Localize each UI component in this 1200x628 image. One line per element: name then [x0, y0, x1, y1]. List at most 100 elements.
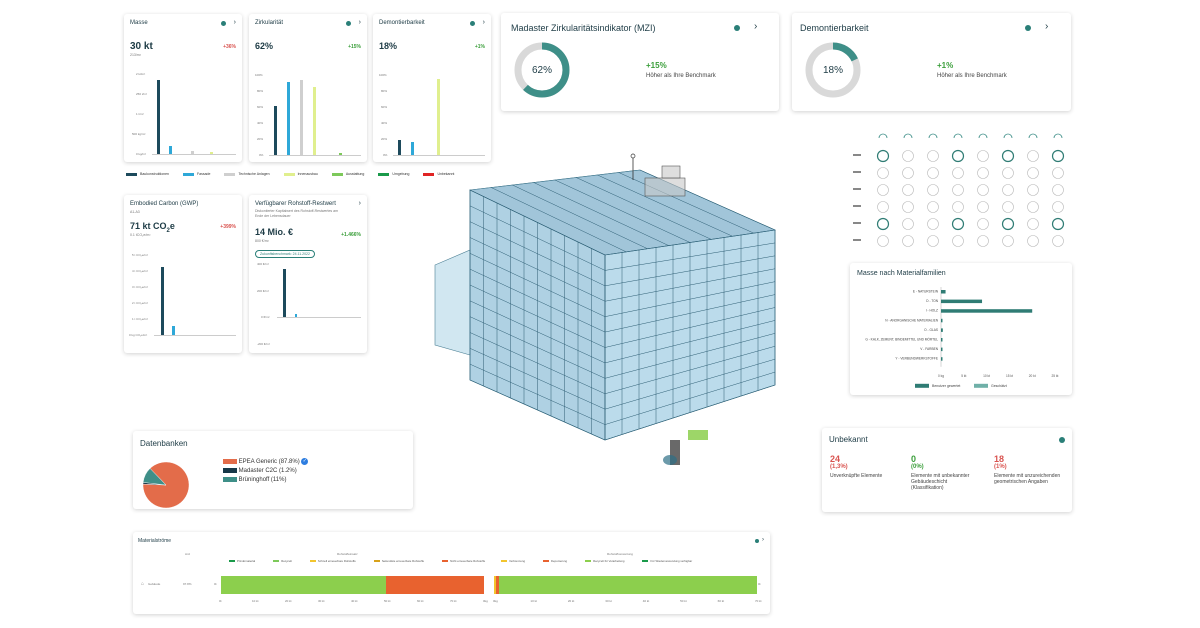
- unb-pct: (0%): [911, 464, 924, 470]
- legend-item: Brüninghoff (11%): [223, 476, 308, 485]
- y-tick: 5 t CO₂e/m²: [132, 253, 148, 257]
- materialfamilien-card[interactable]: Masse nach Materialfamilien E - NATURSTE…: [850, 263, 1072, 395]
- ms-left-mark: 0t: [214, 582, 217, 586]
- matrix-cell: [927, 184, 939, 196]
- axis-baseline: [154, 335, 236, 336]
- x-tick: 20 kt: [1029, 374, 1036, 378]
- matrix-cell: [952, 235, 964, 247]
- matrix-cell: [877, 235, 889, 247]
- dem-card[interactable]: Demontierbarkeit › 18% +1% Höher als Ihr…: [792, 13, 1071, 111]
- model-roof-line: [554, 179, 691, 243]
- matrix-cell: [1001, 217, 1015, 231]
- masse-title: Masse: [130, 20, 148, 26]
- matrix-cell: [877, 167, 889, 179]
- legend-item: Innenausbau: [283, 172, 318, 176]
- y-tick: 0%: [383, 153, 388, 157]
- matrix-cell: [1002, 167, 1014, 179]
- info-icon[interactable]: [755, 539, 759, 543]
- matrix-cell: [1052, 235, 1064, 247]
- x-tick: 40 kt: [351, 599, 358, 603]
- mzi-card[interactable]: Madaster Zirkularitätsindikator (MZI) › …: [501, 13, 779, 111]
- chevron-right-icon[interactable]: ›: [754, 21, 758, 32]
- matrix-cell: [927, 201, 939, 213]
- y-tick: 80%: [257, 89, 264, 93]
- legend-item: Nicht erneuerbare Rohstoffe: [442, 559, 485, 563]
- db-title: Datenbanken: [140, 439, 188, 448]
- chevron-right-icon[interactable]: ›: [358, 200, 361, 207]
- zirk-card[interactable]: Zirkularität › 62% +15% 100% 80% 60% 40%…: [249, 14, 367, 162]
- info-icon[interactable]: [734, 25, 740, 31]
- legend-label: Geschätzt: [991, 384, 1007, 388]
- gwp-phase: A1-A3: [130, 210, 140, 214]
- unbekannt-card[interactable]: Unbekannt 24 (1,3%) Unverknüpfte Element…: [822, 428, 1072, 512]
- mf-row-label: D - TON: [926, 299, 938, 303]
- column-header-icon: [1003, 133, 1013, 139]
- matrix-cell: [927, 167, 939, 179]
- chevron-right-icon[interactable]: ›: [358, 19, 361, 26]
- y-tick: 20%: [381, 137, 388, 141]
- y-tick: 2 kt/m²: [136, 72, 146, 76]
- legend-item: Madaster C2C (1.2%): [223, 467, 308, 476]
- y-tick: 2 t CO₂e/m²: [132, 301, 148, 305]
- benchmark-badge[interactable]: Zukunftsbenchmark: 24.11.2022: [255, 250, 315, 258]
- x-tick: 50 kt: [384, 599, 391, 603]
- info-icon[interactable]: [1025, 25, 1031, 31]
- chevron-right-icon[interactable]: ›: [482, 19, 485, 26]
- mf-bar: [941, 299, 983, 304]
- ms-yellow-bar: [494, 576, 496, 594]
- row-label-mark: [853, 154, 861, 156]
- building-3d-model[interactable]: [430, 150, 785, 495]
- chevron-right-icon[interactable]: ›: [1045, 21, 1049, 32]
- matrix-cell: [952, 184, 964, 196]
- y-tick: 4 t CO₂e/m²: [132, 269, 148, 273]
- zirk-delta: +15%: [348, 44, 361, 50]
- masse-card[interactable]: Masse › 30 kt 213/m² +36% 2 kt/m² 250 t/…: [124, 14, 242, 162]
- gwp-card[interactable]: Embodied Carbon (GWP) A1-A3 71 kt CO2e 0…: [124, 195, 242, 353]
- x-tick: 0 kg: [938, 374, 944, 378]
- axis-zero-line: [277, 317, 361, 318]
- ms-recycling-bar: [499, 576, 757, 594]
- info-icon[interactable]: [221, 21, 226, 26]
- y-tick: 80%: [381, 89, 388, 93]
- info-icon[interactable]: [1059, 437, 1065, 443]
- row-label-mark: [853, 239, 861, 241]
- ms-title: Materialströme: [138, 538, 172, 544]
- unb-col-3: 18 (1%) Elemente mit unzureichenden geom…: [994, 454, 1066, 485]
- mf-row-label: E - NATURSTEIN: [913, 290, 939, 294]
- bar-techn: [300, 80, 303, 155]
- unb-value: 18: [994, 454, 1005, 464]
- model-roof-line: [533, 182, 669, 246]
- info-icon[interactable]: [346, 21, 351, 26]
- mf-row-label: N - ANORGANISCHE MATERIALIEN: [885, 318, 938, 322]
- y-tick: 3 t CO₂e/m²: [132, 285, 148, 289]
- matrix-cell: [876, 217, 890, 231]
- matrix-cell: [1001, 149, 1015, 163]
- info-icon[interactable]: [470, 21, 475, 26]
- mf-title: Masse nach Materialfamilien: [857, 270, 946, 277]
- dem-title: Demontierbarkeit: [800, 23, 869, 33]
- bar-fassade: [295, 314, 297, 317]
- restwert-sub: 800 €/m²: [255, 239, 269, 243]
- pie-slice[interactable]: [142, 468, 167, 486]
- chevron-right-icon[interactable]: ›: [762, 537, 764, 543]
- datenbanken-card[interactable]: Datenbanken EPEA Generic (87.8%) ✓ Madas…: [133, 431, 413, 509]
- bar-techn: [191, 151, 194, 154]
- bar-innen: [437, 79, 440, 155]
- legend-item: Deponierung: [543, 559, 567, 563]
- matrix-cell: [1027, 150, 1039, 162]
- unb-title: Unbekannt: [829, 435, 868, 444]
- matrix-cell: [1002, 235, 1014, 247]
- y-tick: 40%: [257, 121, 264, 125]
- y-tick: 100%: [379, 73, 387, 77]
- restwert-card[interactable]: Verfügbarer Rohstoff-Restwert › Diskonti…: [249, 195, 367, 353]
- db-pie-chart: [142, 461, 190, 509]
- chevron-right-icon[interactable]: ›: [233, 19, 236, 26]
- bar-bauk: [283, 269, 286, 317]
- x-tick: 30 kt: [318, 599, 325, 603]
- materialstroeme-card[interactable]: Materialströme › Anz Rohstoffeinsatz Roh…: [133, 532, 770, 614]
- demsmall-card[interactable]: Demontierbarkeit › 18% +1% 100% 80% 60% …: [373, 14, 491, 162]
- ms-deponie-bar: [496, 576, 499, 594]
- x-tick: 40 kt: [642, 599, 650, 603]
- matrix-cell: [1027, 184, 1039, 196]
- ms-nicht-erneuerbar-bar: [386, 576, 484, 594]
